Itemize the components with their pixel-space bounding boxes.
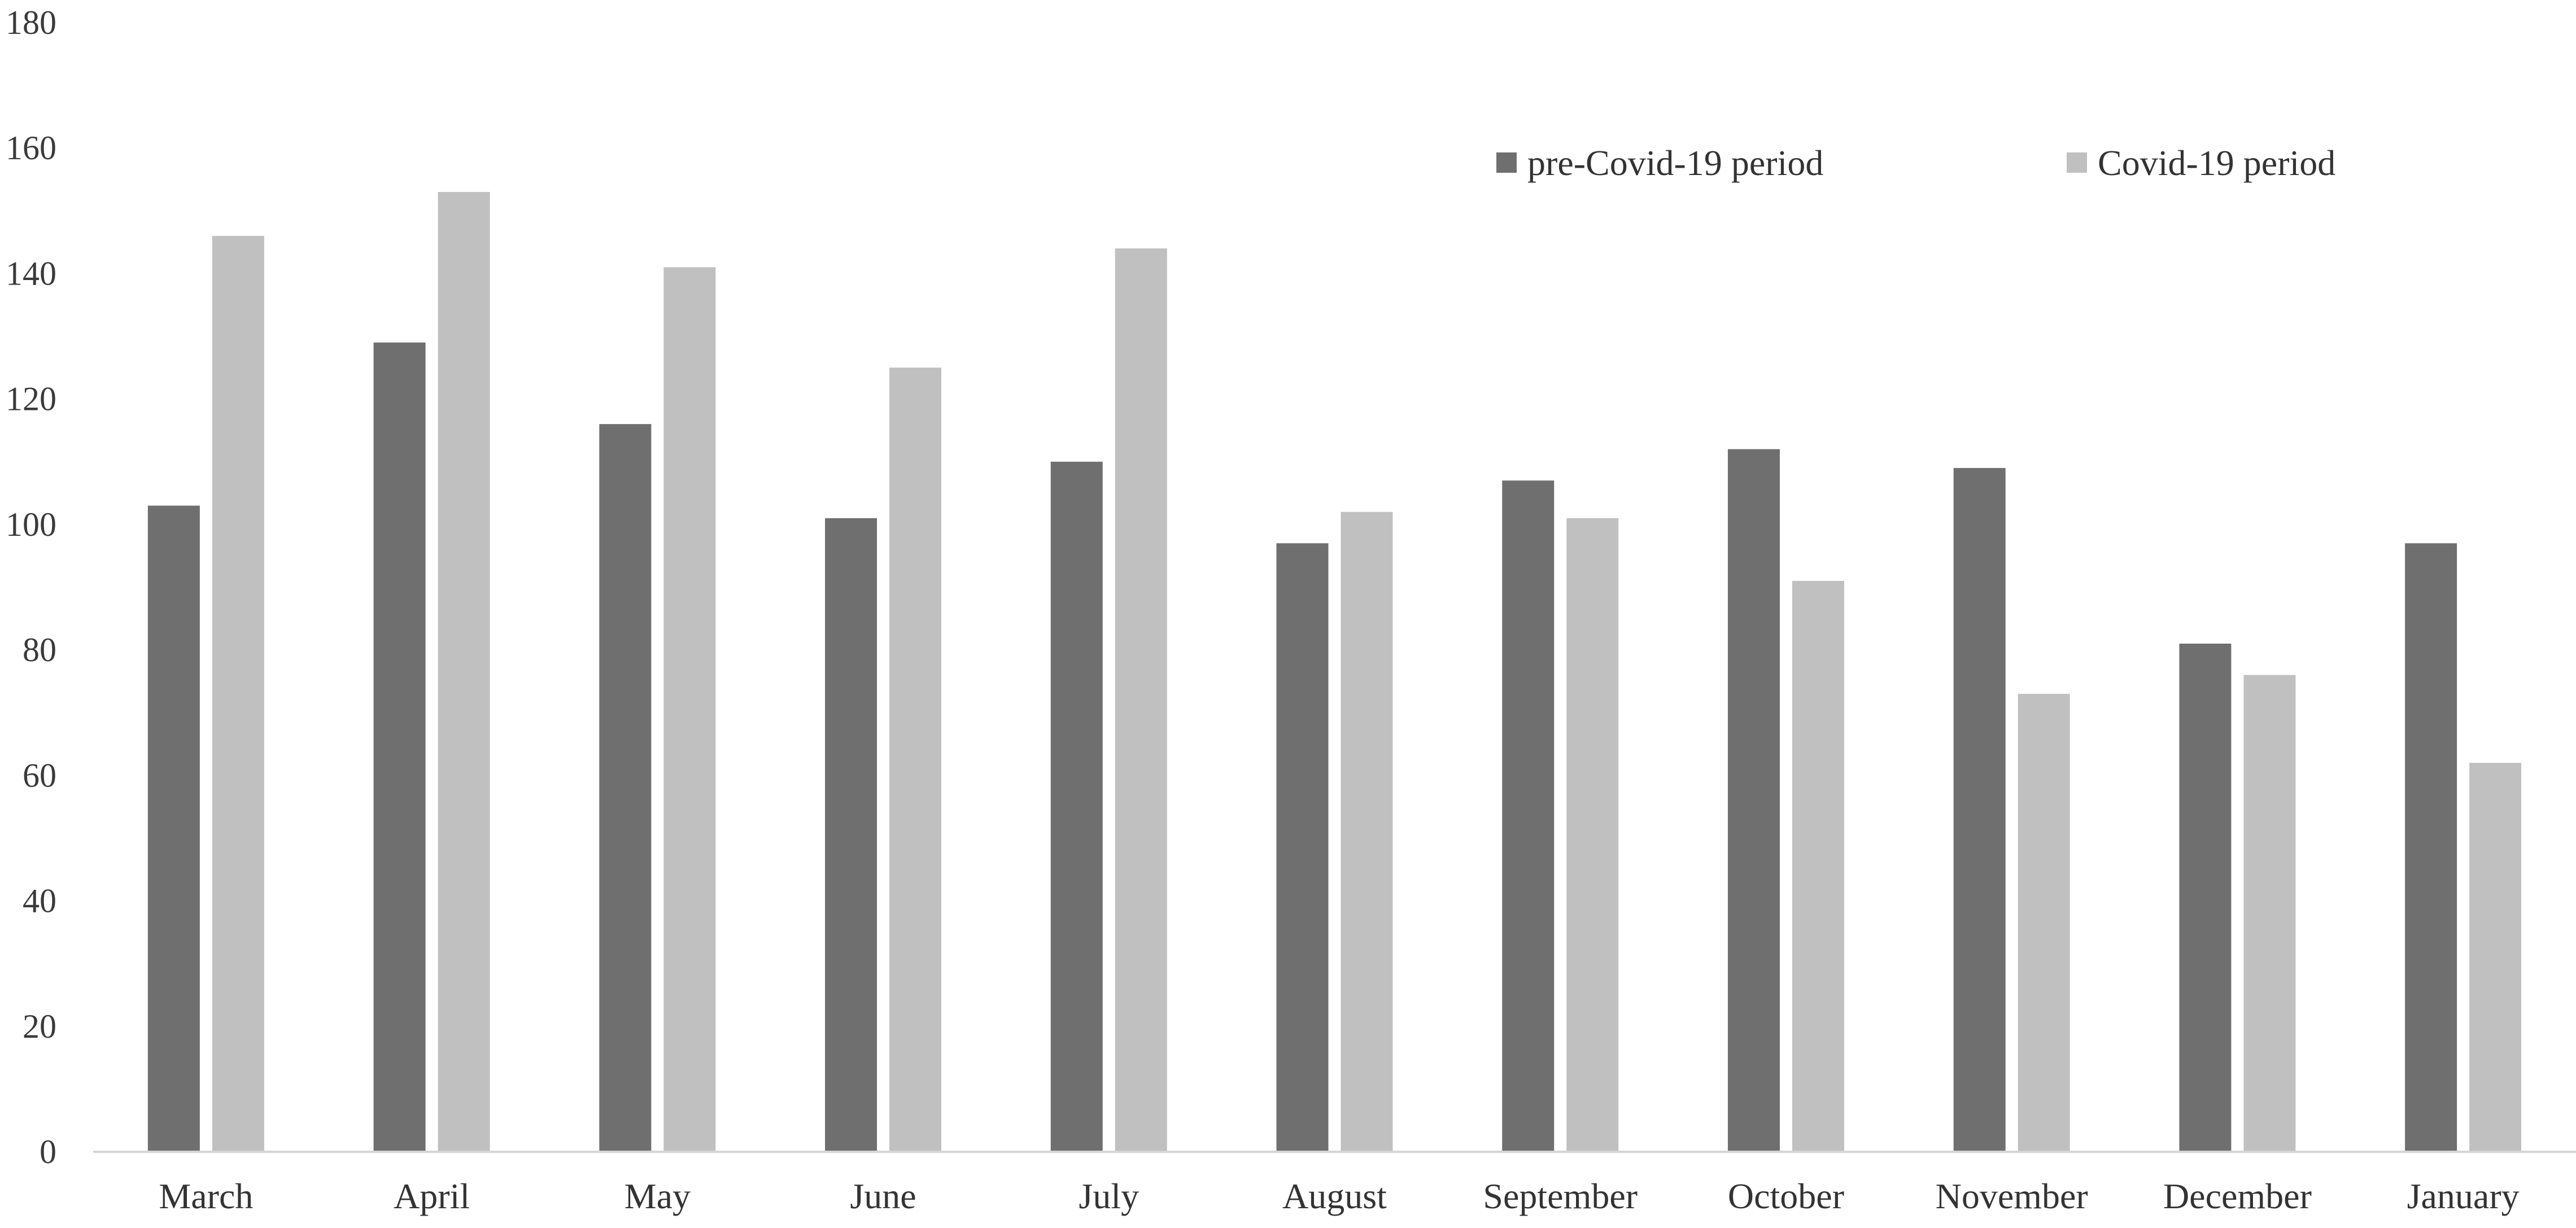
x-category-label: August [1282, 1176, 1387, 1216]
bar-covid-july [1115, 248, 1167, 1152]
bar-pre-covid-december [2179, 644, 2232, 1152]
x-category-label: January [2407, 1176, 2520, 1216]
bar-pre-covid-november [1953, 467, 2006, 1152]
legend: pre-Covid-19 period Covid-19 period [1496, 143, 2335, 183]
x-category-label: May [625, 1176, 691, 1216]
bar-covid-september [1566, 518, 1619, 1152]
bar-covid-october [1792, 580, 1844, 1152]
bar-covid-june [889, 368, 942, 1152]
bar-covid-april [438, 192, 490, 1152]
legend-swatch [2067, 152, 2087, 173]
bar-pre-covid-april [373, 342, 426, 1152]
y-tick-label: 20 [23, 1008, 56, 1045]
bar-pre-covid-january [2405, 543, 2457, 1152]
bar-pre-covid-august [1276, 543, 1329, 1152]
bar-covid-march [212, 235, 264, 1152]
x-category-label: March [159, 1176, 253, 1216]
bar-covid-january [2469, 763, 2522, 1152]
legend-swatch [1496, 152, 1517, 173]
y-tick-label: 160 [6, 129, 56, 167]
y-tick-label: 180 [6, 4, 56, 41]
x-category-label: December [2163, 1176, 2312, 1216]
bar-covid-may [663, 267, 716, 1152]
x-category-label: July [1079, 1176, 1139, 1216]
bar-pre-covid-june [825, 518, 877, 1152]
bar-covid-august [1341, 512, 1393, 1152]
x-category-label: October [1728, 1176, 1844, 1216]
y-axis-ticks: 0 20 40 60 80 100 120 140 160 180 [6, 4, 56, 1170]
x-category-label: June [850, 1176, 916, 1216]
bar-covid-november [2018, 693, 2070, 1152]
bar-pre-covid-july [1050, 461, 1103, 1152]
y-tick-label: 80 [23, 631, 56, 668]
y-tick-label: 0 [40, 1133, 56, 1170]
bar-covid-december [2243, 675, 2296, 1152]
bar-pre-covid-october [1727, 449, 1780, 1152]
y-tick-label: 60 [23, 757, 56, 794]
y-tick-label: 100 [6, 506, 56, 543]
bar-pre-covid-may [599, 424, 652, 1152]
x-category-label: September [1483, 1176, 1638, 1216]
bar-pre-covid-march [147, 505, 200, 1152]
y-tick-label: 40 [23, 882, 56, 920]
x-axis-labels: March April May June July August September Octo… [159, 1176, 2519, 1216]
bar-pre-covid-september [1502, 480, 1555, 1152]
x-category-label: April [394, 1176, 470, 1216]
legend-label: pre-Covid-19 period [1527, 143, 1823, 183]
y-tick-label: 140 [6, 255, 56, 292]
x-category-label: November [1936, 1176, 2088, 1216]
legend-label: Covid-19 period [2098, 143, 2335, 183]
bars [147, 192, 2522, 1152]
y-tick-label: 120 [6, 381, 56, 418]
